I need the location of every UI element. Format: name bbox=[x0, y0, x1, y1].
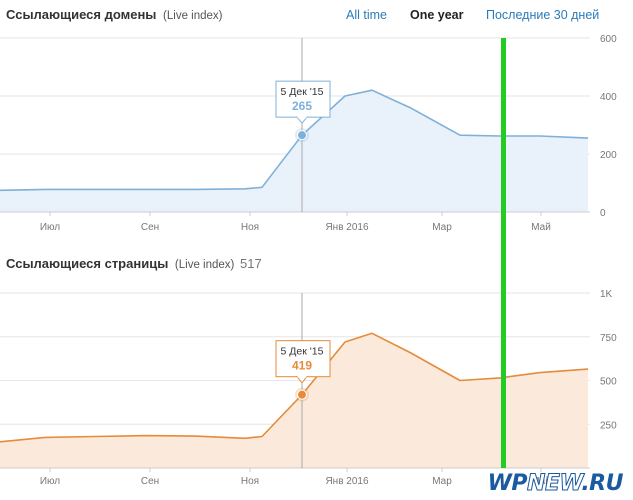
chart1-xtick-label: Мар bbox=[432, 222, 452, 233]
chart1-xtick-label: Ноя bbox=[241, 222, 259, 233]
chart2-area bbox=[0, 333, 588, 468]
chart-title-pages-count: 517 bbox=[240, 256, 262, 271]
chart1-xtick-label: Май bbox=[531, 222, 551, 233]
chart2-tooltip-box bbox=[275, 340, 331, 378]
green-marker-line bbox=[501, 38, 506, 468]
chart2-xtick-label: Мар bbox=[432, 476, 452, 487]
chart1-xtick-label: Янв 2016 bbox=[325, 222, 369, 233]
chart1-ytick-label: 200 bbox=[600, 150, 617, 161]
chart2-tooltip-value: 419 bbox=[292, 359, 312, 373]
chart2-point bbox=[297, 389, 307, 400]
chart2-ytick-label: 250 bbox=[600, 420, 617, 431]
chart1-xtick-label: Июл bbox=[40, 222, 60, 233]
range-30-days-link[interactable]: Последние 30 дней bbox=[486, 8, 600, 22]
chart-title-pages: Ссылающиеся страницы (Live index) 517 bbox=[6, 256, 262, 271]
chart2-xtick-label: Май bbox=[531, 476, 551, 487]
chart-title-pages-sub: (Live index) bbox=[174, 259, 235, 271]
range-all-time-link[interactable]: All time bbox=[346, 8, 387, 22]
chart2-xtick-label: Июл bbox=[40, 476, 60, 487]
chart-title-domains-main: Ссылающиеся домены bbox=[6, 7, 157, 22]
chart1-group: 0 200 400 600 Июл Сен Ноя Янв 2016 Мар Май 5 Дек '… bbox=[0, 34, 617, 233]
chart1-tooltip-box bbox=[275, 80, 331, 118]
chart1-tooltip-value: 265 bbox=[292, 99, 312, 113]
range-one-year-link[interactable]: One year bbox=[410, 8, 464, 22]
chart1-ytick-label: 400 bbox=[600, 92, 617, 103]
chart-title-domains: Ссылающиеся домены (Live index) bbox=[6, 7, 223, 22]
chart1-ytick-label: 600 bbox=[600, 34, 617, 45]
chart-title-pages-main: Ссылающиеся страницы bbox=[6, 256, 169, 271]
wpnew-logo: WPNEW.RU bbox=[487, 471, 624, 497]
chart-title-domains-sub: (Live index) bbox=[163, 10, 223, 22]
chart1-ytick-label: 0 bbox=[600, 208, 606, 219]
chart1-xtick-label: Сен bbox=[141, 222, 159, 233]
chart1-area bbox=[0, 90, 588, 212]
chart2-tooltip-date: 5 Дек '15 bbox=[281, 346, 324, 358]
chart2-xtick-label: Янв 2016 bbox=[325, 476, 369, 487]
chart2-ytick-label: 1K bbox=[600, 289, 613, 300]
chart2-group: 250 500 750 1K Июл Сен Ноя Янв 2016 Мар Май 5 Дек … bbox=[0, 289, 617, 487]
chart2-xtick-label: Сен bbox=[141, 476, 159, 487]
chart1-tooltip-pointer-mask bbox=[297, 116, 307, 119]
chart2-xtick-label: Ноя bbox=[241, 476, 259, 487]
chart2-ytick-label: 500 bbox=[600, 377, 617, 388]
chart1-tooltip-date: 5 Дек '15 bbox=[281, 86, 324, 98]
chart2-tooltip-pointer-mask bbox=[297, 375, 307, 378]
chart1-point bbox=[297, 130, 307, 141]
chart2-ytick-label: 750 bbox=[600, 333, 617, 344]
